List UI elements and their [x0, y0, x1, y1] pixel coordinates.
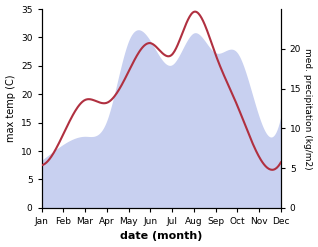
Y-axis label: med. precipitation (kg/m2): med. precipitation (kg/m2)	[303, 48, 313, 169]
X-axis label: date (month): date (month)	[120, 231, 203, 242]
Y-axis label: max temp (C): max temp (C)	[5, 75, 16, 142]
